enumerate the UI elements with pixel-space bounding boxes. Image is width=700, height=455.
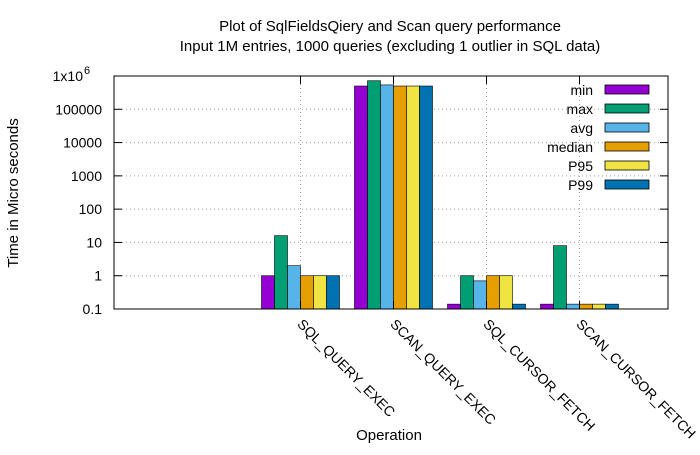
bar-avg-sql-cursor-fetch <box>473 280 487 310</box>
legend-swatch-avg <box>604 122 650 133</box>
y-tick-label: 0.1 <box>83 301 103 317</box>
legend: min max avg median P95 P99 <box>547 82 650 193</box>
bar-P99-sql-query-exec <box>326 275 340 310</box>
bar-P95-scan-query-exec <box>406 85 420 310</box>
bar-avg-scan-query-exec <box>380 84 394 310</box>
y-tick-label-top: 1x10 <box>53 68 84 84</box>
bars <box>261 80 619 310</box>
bar-P99-scan-query-exec <box>419 85 433 310</box>
legend-swatch-p99 <box>604 179 650 190</box>
y-tick-label: 100000 <box>55 101 102 117</box>
y-tick-label: 1 <box>94 268 102 284</box>
bar-median-scan-cursor-fetch <box>579 303 593 310</box>
legend-label-p95: P95 <box>568 158 593 174</box>
x-tick-label: SQL_QUERY_EXEC <box>294 316 398 420</box>
y-tick-label: 10000 <box>63 135 102 151</box>
chart-subtitle: Input 1M entries, 1000 queries (excludin… <box>180 38 601 55</box>
chart-title: Plot of SqlFieldsQiery and Scan query pe… <box>219 18 561 35</box>
legend-label-avg: avg <box>570 120 593 136</box>
legend-swatch-min <box>604 84 650 95</box>
x-axis-label: Operation <box>356 427 422 444</box>
bar-min-sql-query-exec <box>261 275 275 310</box>
bar-max-scan-query-exec <box>367 80 381 310</box>
legend-swatch-max <box>604 103 650 114</box>
x-tick-label: SCAN_QUERY_EXEC <box>387 316 499 428</box>
y-tick-label-top-exponent: 6 <box>84 65 90 77</box>
bar-max-sql-query-exec <box>274 235 288 310</box>
legend-label-median: median <box>547 139 593 155</box>
bar-P99-sql-cursor-fetch <box>512 303 526 310</box>
bar-max-sql-cursor-fetch <box>460 275 474 310</box>
legend-swatch-median <box>604 141 650 152</box>
bar-median-scan-query-exec <box>393 85 407 310</box>
bar-min-scan-query-exec <box>354 85 368 310</box>
bar-P95-sql-cursor-fetch <box>499 275 513 310</box>
bar-median-sql-query-exec <box>300 275 314 310</box>
bar-max-scan-cursor-fetch <box>553 245 567 310</box>
bar-P95-sql-query-exec <box>313 275 327 310</box>
plot-frame <box>113 75 669 310</box>
bar-P95-scan-cursor-fetch <box>592 303 606 310</box>
y-tick-label: 10 <box>86 234 102 250</box>
legend-label-max: max <box>567 101 593 117</box>
bar-avg-scan-cursor-fetch <box>566 303 580 310</box>
bar-avg-sql-query-exec <box>287 265 301 310</box>
legend-label-min: min <box>570 82 593 98</box>
y-axis-label: Time in Micro seconds <box>5 118 22 268</box>
bar-P99-scan-cursor-fetch <box>605 303 619 310</box>
legend-label-p99: P99 <box>568 177 593 193</box>
y-tick-label: 100 <box>79 201 103 217</box>
y-tick-label: 1000 <box>71 168 102 184</box>
bar-median-sql-cursor-fetch <box>486 275 500 310</box>
bar-min-scan-cursor-fetch <box>540 303 554 310</box>
bar-min-sql-cursor-fetch <box>447 303 461 310</box>
legend-swatch-p95 <box>604 160 650 171</box>
